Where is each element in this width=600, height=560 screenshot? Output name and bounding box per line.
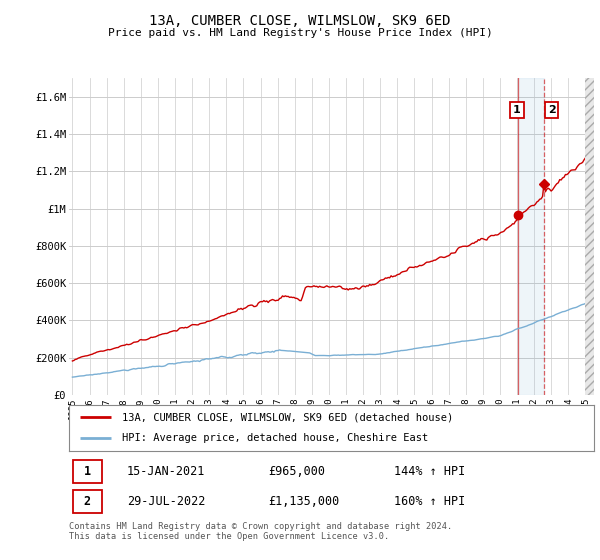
Text: HPI: Average price, detached house, Cheshire East: HPI: Average price, detached house, Ches… [121,433,428,444]
Text: 1: 1 [84,465,91,478]
Text: 2: 2 [84,495,91,508]
Text: 29-JUL-2022: 29-JUL-2022 [127,495,205,508]
Text: Price paid vs. HM Land Registry's House Price Index (HPI): Price paid vs. HM Land Registry's House … [107,28,493,38]
Text: 13A, CUMBER CLOSE, WILMSLOW, SK9 6ED: 13A, CUMBER CLOSE, WILMSLOW, SK9 6ED [149,14,451,28]
Text: Contains HM Land Registry data © Crown copyright and database right 2024.
This d: Contains HM Land Registry data © Crown c… [69,522,452,542]
Text: 15-JAN-2021: 15-JAN-2021 [127,465,205,478]
Text: 2: 2 [548,105,556,115]
Bar [586,78,600,395]
Text: 13A, CUMBER CLOSE, WILMSLOW, SK9 6ED (detached house): 13A, CUMBER CLOSE, WILMSLOW, SK9 6ED (de… [121,412,453,422]
Bar [518,78,544,395]
Text: £1,135,000: £1,135,000 [269,495,340,508]
Text: 144% ↑ HPI: 144% ↑ HPI [395,465,466,478]
FancyBboxPatch shape [73,460,102,483]
FancyBboxPatch shape [73,491,102,513]
Text: 160% ↑ HPI: 160% ↑ HPI [395,495,466,508]
Text: £965,000: £965,000 [269,465,325,478]
Text: 1: 1 [513,105,521,115]
